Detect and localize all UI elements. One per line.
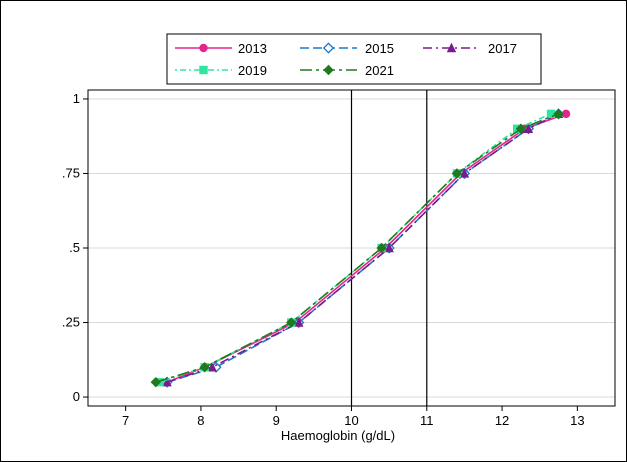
x-axis-title: Haemoglobin (g/dL)	[281, 428, 395, 443]
series-2021	[150, 108, 564, 388]
legend-label: 2015	[365, 41, 394, 56]
data-point-2017	[459, 168, 470, 178]
y-axis: 0 .25 .5 .75 1	[62, 91, 88, 404]
series-group	[150, 108, 571, 388]
data-point-2021	[150, 376, 161, 388]
x-tick-label: 7	[122, 413, 129, 428]
x-tick-label: 9	[273, 413, 280, 428]
legend-item-2013: 2013	[175, 41, 267, 56]
legend-marker	[199, 43, 208, 53]
data-point-2017	[162, 376, 172, 387]
legend-label: 2017	[488, 41, 517, 56]
y-tick-label: .25	[62, 315, 80, 330]
data-point-2021	[376, 242, 387, 254]
y-tick-label: 1	[73, 91, 80, 106]
legend-marker	[323, 64, 334, 76]
x-tick-label: 12	[495, 413, 509, 428]
legend-box	[166, 33, 542, 85]
legend-marker	[446, 42, 457, 53]
data-point-2021	[515, 123, 527, 134]
x-tick-label: 10	[344, 413, 358, 428]
legend-marker	[199, 65, 208, 75]
y-tick-label: 0	[73, 389, 80, 404]
x-axis: 7 8 9 10 11 12 13	[122, 406, 585, 428]
legend-item-2017: 2017	[423, 41, 517, 56]
data-point-2013	[561, 109, 571, 119]
legend-item-2015: 2015	[300, 41, 394, 56]
legend-label: 2013	[238, 41, 267, 56]
data-point-2021	[451, 168, 463, 179]
data-point-2017	[523, 123, 534, 133]
x-tick-label: 11	[420, 413, 434, 428]
data-point-2021	[199, 362, 210, 373]
reference-lines	[350, 90, 428, 406]
legend-marker	[322, 42, 335, 54]
data-point-2019	[546, 109, 556, 119]
legend: 2013 2015 2017 2019 2021	[166, 33, 542, 85]
legend-item-2021: 2021	[300, 63, 394, 78]
legend-label: 2019	[238, 63, 267, 78]
data-point-2017	[294, 317, 304, 327]
legend-item-2019: 2019	[175, 63, 267, 78]
y-tick-label: .5	[69, 240, 80, 255]
data-point-2017	[384, 242, 394, 253]
data-point-2017	[207, 362, 217, 372]
legend-label: 2021	[365, 63, 394, 78]
x-tick-label: 8	[197, 413, 204, 428]
data-point-2021	[286, 317, 297, 328]
data-point-2021	[553, 108, 564, 120]
x-tick-label: 13	[570, 413, 584, 428]
y-tick-label: .75	[62, 165, 80, 180]
